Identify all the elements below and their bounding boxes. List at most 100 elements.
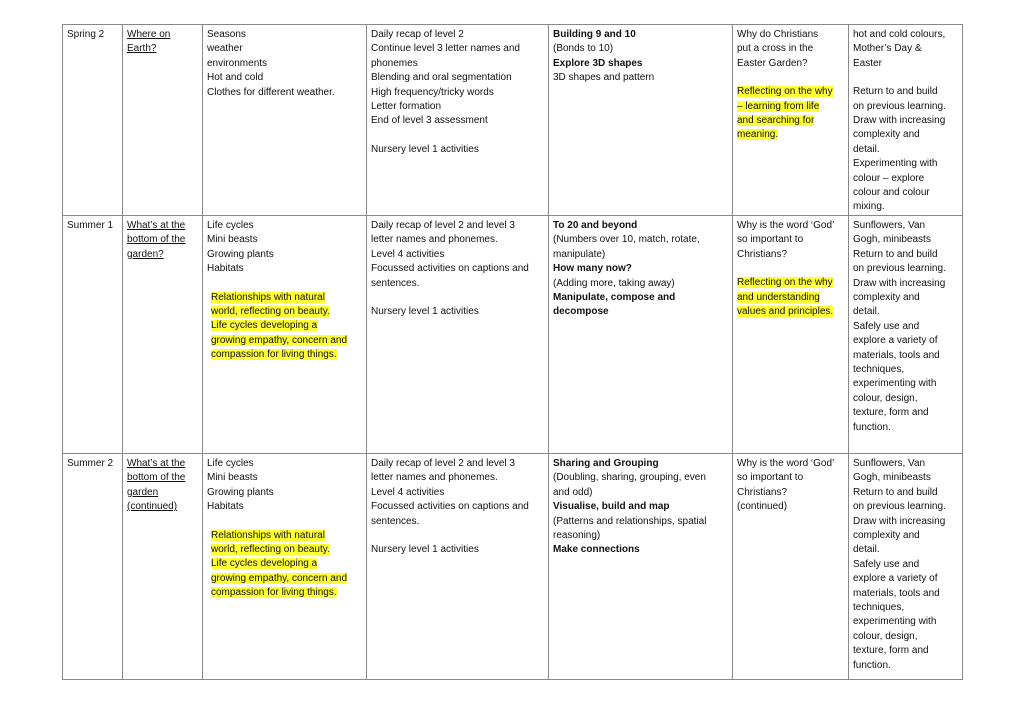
text-block: Level 4 activities	[371, 248, 544, 262]
text-block: Level 4 activities	[371, 486, 544, 500]
line-text: colour, design,	[853, 630, 918, 642]
line-text: Letter formation	[371, 101, 442, 113]
line-text: Daily recap of level 2 and level 3	[371, 219, 515, 231]
text-line: decompose	[553, 305, 728, 319]
table-cell: Sunflowers, Van Gogh, minibeasts Return to…	[848, 452, 963, 680]
table-cell: What’s at the bottom of the garden (continu…	[122, 452, 203, 680]
text-line: materials, tools and	[853, 587, 958, 601]
text-line: sentences.	[371, 277, 544, 291]
line-text: experimenting with	[853, 616, 937, 628]
text-line: detail.	[853, 143, 958, 157]
text-block: Manipulate, compose and decompose	[553, 291, 728, 320]
line-text: Focussed activities on captions and	[371, 263, 529, 275]
table-row: Spring 2 Where on Earth? Seasons weather envi…	[62, 24, 963, 216]
table-cell: Daily recap of level 2 Continue level 3 l…	[366, 24, 549, 216]
text-block: What’s at the bottom of the garden?	[127, 219, 198, 262]
line-text: Draw with increasing	[853, 515, 946, 527]
line-text: Habitats	[207, 263, 244, 275]
text-line: colour, design,	[853, 392, 958, 406]
text-line: Habitats	[207, 262, 362, 276]
line-text: End of level 3 assessment	[371, 115, 488, 127]
line-text: Clothes for different weather.	[207, 86, 335, 98]
text-block: Spring 2	[67, 28, 118, 42]
text-block: Daily recap of level 2 and level 3 letter…	[371, 219, 544, 248]
plan-table: Spring 2 Where on Earth? Seasons weather envi…	[62, 24, 963, 680]
line-text: (continued)	[127, 501, 178, 513]
line-text: complexity and	[853, 291, 920, 303]
line-text: What’s at the	[127, 219, 186, 231]
line-text: sentences.	[371, 515, 420, 527]
text-block: Reflecting on the why – learning from lif…	[737, 85, 844, 143]
text-line: Life cycles developing a	[211, 557, 362, 571]
line-text: (Bonds to 10)	[553, 43, 614, 55]
line-text: Draw with increasing	[853, 277, 946, 289]
line-text: Nursery level 1 activities	[371, 543, 479, 555]
text-line: End of level 3 assessment	[371, 114, 544, 128]
text-line: colour and colour	[853, 186, 958, 200]
text-block: To 20 and beyond	[553, 219, 728, 233]
line-text: High frequency/tricky words	[371, 86, 494, 98]
text-line: Daily recap of level 2 and level 3	[371, 457, 544, 471]
line-text: manipulate)	[553, 248, 606, 260]
line-text: and searching for	[737, 115, 815, 127]
line-text: Blending and oral segmentation	[371, 72, 512, 84]
text-line: on previous learning.	[853, 100, 958, 114]
table-cell: Why is the word ‘God’ so important to Chri…	[732, 452, 849, 680]
text-block: Life cycles Mini beasts Growing plants Habi…	[207, 457, 362, 515]
line-text: Mini beasts	[207, 234, 258, 246]
line-text: world, reflecting on beauty.	[211, 543, 330, 555]
text-line: Explore 3D shapes	[553, 57, 728, 71]
line-text: Experimenting with	[853, 158, 938, 170]
text-block: Sunflowers, Van Gogh, minibeasts	[853, 219, 958, 248]
text-line: so important to	[737, 471, 844, 485]
line-text: Why do Christians	[737, 29, 819, 40]
text-line: Mini beasts	[207, 471, 362, 485]
line-text: Make connections	[553, 544, 640, 556]
line-text: function.	[853, 421, 891, 433]
text-line: experimenting with	[853, 377, 958, 391]
table-cell: To 20 and beyond (Numbers over 10, match,…	[548, 214, 733, 454]
text-line: detail.	[853, 305, 958, 319]
table-cell: Why is the word ‘God’ so important to Chri…	[732, 214, 849, 454]
line-text: texture, form and	[853, 645, 929, 657]
text-line: manipulate)	[553, 248, 728, 262]
line-text: Explore 3D shapes	[553, 57, 643, 69]
text-line: Life cycles	[207, 219, 362, 233]
text-block: Why is the word ‘God’ so important to Chri…	[737, 219, 844, 262]
text-line: techniques,	[853, 363, 958, 377]
text-line: environments	[207, 57, 362, 71]
line-text: Daily recap of level 2 and level 3	[371, 457, 515, 469]
text-line: Manipulate, compose and	[553, 291, 728, 305]
text-block: Make connections	[553, 543, 728, 557]
text-line: explore a variety of	[853, 334, 958, 348]
line-text: Habitats	[207, 501, 244, 513]
text-block: Seasons weather environments Hot and cold Cl…	[207, 28, 362, 100]
line-text: Visualise, build and map	[553, 501, 670, 513]
text-line: garden	[127, 486, 198, 500]
text-block: Why do Christians put a cross in the Easte…	[737, 28, 844, 71]
text-line: texture, form and	[853, 644, 958, 658]
text-block: Nursery level 1 activities	[371, 305, 544, 319]
line-text: Safely use and	[853, 320, 920, 332]
text-line: and searching for	[737, 114, 844, 128]
text-line: so important to	[737, 233, 844, 247]
line-text: Spring 2	[67, 29, 105, 40]
line-text: Sunflowers, Van	[853, 457, 926, 469]
line-text: so important to	[737, 472, 804, 484]
line-text: Life cycles developing a	[211, 320, 318, 332]
text-line: colour, design,	[853, 630, 958, 644]
text-line: (Patterns and relationships, spatial	[553, 515, 728, 529]
text-line: 3D shapes and pattern	[553, 71, 728, 85]
text-line: Growing plants	[207, 248, 362, 262]
text-block: Focussed activities on captions and sente…	[371, 500, 544, 529]
text-line: Nursery level 1 activities	[371, 305, 544, 319]
text-line: What’s at the	[127, 219, 198, 233]
text-line: reasoning)	[553, 529, 728, 543]
text-block: Sharing and Grouping	[553, 457, 728, 471]
text-block: Nursery level 1 activities	[371, 543, 544, 557]
line-text: and odd)	[553, 486, 593, 498]
line-text: Earth?	[127, 43, 157, 55]
text-line: Return to and build	[853, 85, 958, 99]
text-line: Why is the word ‘God’	[737, 219, 844, 233]
text-block: Relationships with natural world, reflect…	[207, 291, 362, 363]
